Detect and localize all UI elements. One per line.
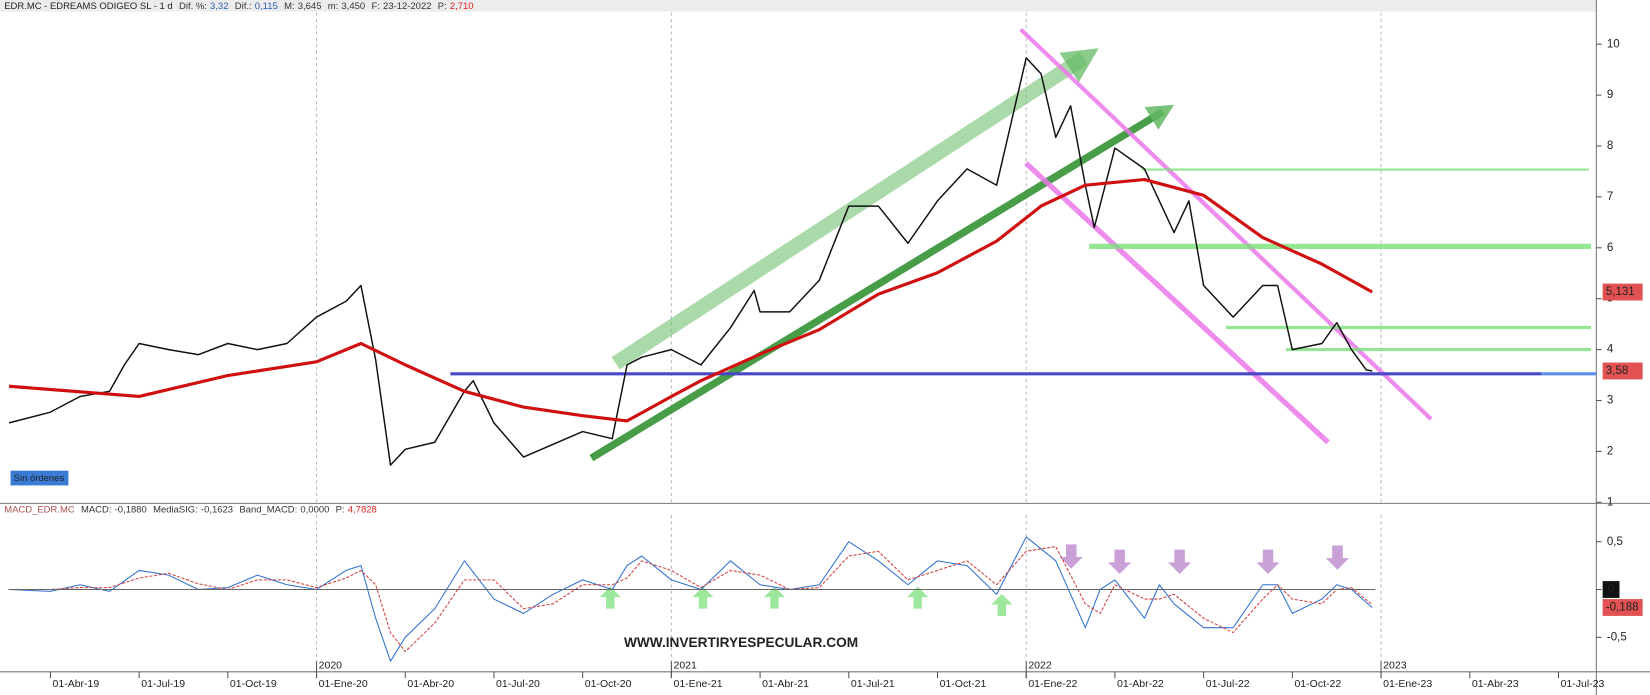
last-value-box xyxy=(1602,362,1643,380)
trend-line xyxy=(589,104,1175,462)
annotations xyxy=(450,27,1597,617)
y-tick-label: 1 xyxy=(1607,496,1613,508)
button-label[interactable]: Sin órdenes xyxy=(14,473,65,484)
header-field-label: m: xyxy=(328,0,339,11)
last-value-label: 5,131 xyxy=(1606,286,1635,298)
y-tick-label: 0,5 xyxy=(1607,536,1623,548)
x-tick-label: 01-Jul-20 xyxy=(496,678,540,690)
down-arrow xyxy=(1168,549,1192,574)
x-tick-label: 01-Abr-20 xyxy=(407,678,454,690)
header-field-label: Dif.: xyxy=(235,0,252,11)
header-field-label: P: xyxy=(438,0,447,11)
y-tick-label: -0,5 xyxy=(1607,631,1627,643)
last-value-box xyxy=(1602,599,1643,616)
header-title: EDR.MC - EDREAMS ODIGEO SL - 1 d xyxy=(4,0,172,11)
header-field-value: 23-12-2022 xyxy=(383,0,431,11)
y-tick-label: 9 xyxy=(1607,89,1613,101)
header-field-label: M: xyxy=(284,0,295,11)
zero-label-box xyxy=(1602,581,1620,598)
down-arrow xyxy=(1325,545,1350,570)
year-label: 2021 xyxy=(673,659,697,671)
header-field-value: 0,115 xyxy=(255,0,278,11)
header-field-label: MediaSIG: xyxy=(153,504,198,515)
x-tick-label: 01-Jul-23 xyxy=(1561,678,1605,690)
macd-header-bar xyxy=(0,503,1597,515)
x-tick-label: 01-Abr-21 xyxy=(762,678,809,690)
x-tick-label: 01-Abr-23 xyxy=(1472,678,1519,690)
down-arrow xyxy=(1108,549,1132,574)
x-tick-label: 01-Jul-22 xyxy=(1206,678,1250,690)
y-tick-label: 10 xyxy=(1607,38,1620,50)
last-value-label: 3,58 xyxy=(1606,365,1629,377)
header-field-value: -0,1880 xyxy=(115,504,147,515)
panel-header: MACD_EDR.MC MACD: -0,1880 MediaSIG: -0,1623 B… xyxy=(4,504,377,515)
header-field-label: F: xyxy=(371,0,379,11)
y-tick-label: 4 xyxy=(1607,344,1614,356)
last-value-box xyxy=(1602,283,1643,301)
x-tick-label: 01-Abr-22 xyxy=(1117,678,1164,690)
x-tick-label: 01-Ene-23 xyxy=(1383,678,1432,690)
down-arrow xyxy=(1256,549,1280,574)
order-button[interactable]: Sin órdenes xyxy=(10,470,69,486)
header-title: MACD_EDR.MC xyxy=(4,504,75,515)
last-value-label: -0,188 xyxy=(1606,602,1639,614)
x-tick-label: 01-Jul-19 xyxy=(141,678,185,690)
button-bg[interactable] xyxy=(10,470,69,486)
year-label: 2022 xyxy=(1028,659,1052,671)
x-tick-label: 01-Ene-20 xyxy=(319,678,368,690)
panel-header: EDR.MC - EDREAMS ODIGEO SL - 1 d Dif. %: 3… xyxy=(4,0,473,11)
series-line xyxy=(8,57,1373,466)
header-field-value: 0,0000 xyxy=(300,504,329,515)
x-tick-label: 01-Jul-21 xyxy=(851,678,895,690)
y-tick-label: 3 xyxy=(1607,395,1613,407)
x-tick-label: 01-Oct-21 xyxy=(940,678,987,690)
header-field-label: Dif. %: xyxy=(179,0,207,11)
down-arrows xyxy=(1059,544,1350,574)
header-field-value: 4,7828 xyxy=(348,504,377,515)
up-arrows xyxy=(599,586,1013,617)
series-line xyxy=(8,177,1373,423)
up-arrow xyxy=(991,593,1013,617)
watermark: WWW.INVERTIRYESPECULAR.COM xyxy=(624,635,858,650)
y-tick-label: 6 xyxy=(1607,242,1613,254)
x-tick-label: 01-Oct-22 xyxy=(1294,678,1341,690)
up-arrow xyxy=(692,586,714,609)
header-field-value: -0,1623 xyxy=(201,504,233,515)
up-arrow xyxy=(599,586,621,609)
series-line xyxy=(9,536,1373,662)
y-tick-label: 7 xyxy=(1607,191,1613,203)
up-arrow xyxy=(907,586,929,609)
y-tick-label: 0 xyxy=(1608,584,1614,596)
header-field-value: 2,710 xyxy=(450,0,474,11)
up-arrow xyxy=(763,586,786,609)
header-field-value: 3,32 xyxy=(210,0,228,11)
y-tick-label: 8 xyxy=(1607,140,1613,152)
header-field-value: 3,450 xyxy=(341,0,365,11)
grid xyxy=(316,12,1382,671)
marks xyxy=(8,57,1373,662)
header-field-label: MACD: xyxy=(81,504,112,515)
x-tick-label: 01-Ene-21 xyxy=(673,678,722,690)
header-bar xyxy=(0,0,1597,12)
x-tick-label: 01-Abr-19 xyxy=(53,678,100,690)
header-field-label: Band_MACD: xyxy=(239,504,297,515)
x-tick-label: 01-Oct-20 xyxy=(585,678,632,690)
x-tick-label: 01-Ene-22 xyxy=(1028,678,1077,690)
y-tick-label: 2 xyxy=(1607,445,1613,457)
year-label: 2020 xyxy=(319,659,343,671)
header-field-value: 3,645 xyxy=(298,0,322,11)
year-label: 2023 xyxy=(1383,659,1407,671)
x-tick-label: 01-Oct-19 xyxy=(230,678,277,690)
trend-channel xyxy=(611,48,1099,370)
header-field-label: P: xyxy=(336,504,345,515)
down-channel xyxy=(1024,161,1330,445)
down-arrow xyxy=(1059,544,1083,569)
down-channel xyxy=(1019,27,1433,421)
